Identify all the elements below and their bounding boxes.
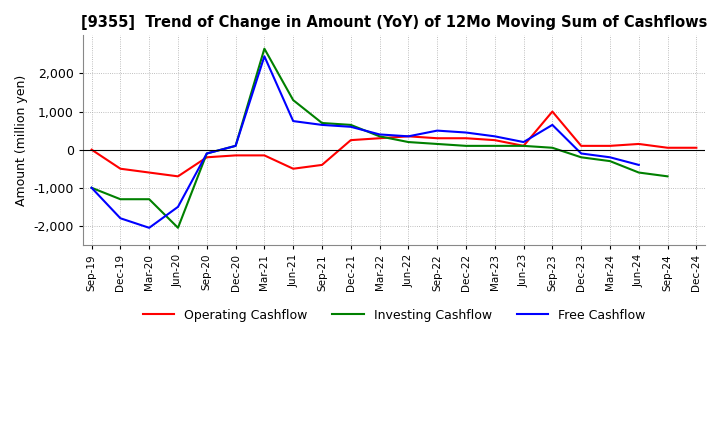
Investing Cashflow [548, 145, 557, 150]
Free Cashflow [404, 134, 413, 139]
Investing Cashflow [433, 141, 441, 147]
Investing Cashflow [174, 225, 182, 231]
Operating Cashflow [433, 136, 441, 141]
Operating Cashflow [490, 138, 499, 143]
Investing Cashflow [462, 143, 470, 149]
Investing Cashflow [318, 121, 326, 126]
Free Cashflow [634, 162, 643, 168]
Investing Cashflow [346, 122, 355, 128]
Free Cashflow [375, 132, 384, 137]
Operating Cashflow [519, 143, 528, 149]
Operating Cashflow [375, 136, 384, 141]
Investing Cashflow [145, 197, 153, 202]
Free Cashflow [145, 225, 153, 231]
Investing Cashflow [519, 143, 528, 149]
Investing Cashflow [577, 154, 585, 160]
Free Cashflow [519, 139, 528, 145]
Operating Cashflow [548, 109, 557, 114]
Operating Cashflow [634, 141, 643, 147]
Line: Operating Cashflow: Operating Cashflow [91, 112, 696, 176]
Operating Cashflow [289, 166, 297, 171]
Investing Cashflow [634, 170, 643, 175]
Free Cashflow [346, 124, 355, 129]
Operating Cashflow [577, 143, 585, 149]
Operating Cashflow [346, 138, 355, 143]
Free Cashflow [490, 134, 499, 139]
Operating Cashflow [116, 166, 125, 171]
Operating Cashflow [663, 145, 672, 150]
Free Cashflow [318, 122, 326, 128]
Free Cashflow [289, 118, 297, 124]
Free Cashflow [116, 216, 125, 221]
Free Cashflow [548, 122, 557, 128]
Operating Cashflow [145, 170, 153, 175]
Free Cashflow [433, 128, 441, 133]
Investing Cashflow [289, 98, 297, 103]
Line: Free Cashflow: Free Cashflow [91, 56, 639, 228]
Free Cashflow [260, 54, 269, 59]
Investing Cashflow [260, 46, 269, 51]
Operating Cashflow [202, 154, 211, 160]
Legend: Operating Cashflow, Investing Cashflow, Free Cashflow: Operating Cashflow, Investing Cashflow, … [138, 304, 650, 327]
Title: [9355]  Trend of Change in Amount (YoY) of 12Mo Moving Sum of Cashflows: [9355] Trend of Change in Amount (YoY) o… [81, 15, 707, 30]
Operating Cashflow [606, 143, 614, 149]
Investing Cashflow [116, 197, 125, 202]
Investing Cashflow [375, 134, 384, 139]
Free Cashflow [606, 154, 614, 160]
Operating Cashflow [462, 136, 470, 141]
Operating Cashflow [318, 162, 326, 168]
Free Cashflow [87, 185, 96, 191]
Investing Cashflow [606, 158, 614, 164]
Line: Investing Cashflow: Investing Cashflow [91, 49, 667, 228]
Investing Cashflow [663, 174, 672, 179]
Investing Cashflow [231, 143, 240, 149]
Operating Cashflow [404, 134, 413, 139]
Operating Cashflow [174, 174, 182, 179]
Free Cashflow [577, 151, 585, 156]
Operating Cashflow [692, 145, 701, 150]
Y-axis label: Amount (million yen): Amount (million yen) [15, 74, 28, 206]
Investing Cashflow [404, 139, 413, 145]
Free Cashflow [202, 151, 211, 156]
Operating Cashflow [87, 147, 96, 152]
Investing Cashflow [87, 185, 96, 191]
Free Cashflow [231, 143, 240, 149]
Investing Cashflow [490, 143, 499, 149]
Free Cashflow [174, 204, 182, 209]
Free Cashflow [462, 130, 470, 135]
Operating Cashflow [260, 153, 269, 158]
Investing Cashflow [202, 151, 211, 156]
Operating Cashflow [231, 153, 240, 158]
